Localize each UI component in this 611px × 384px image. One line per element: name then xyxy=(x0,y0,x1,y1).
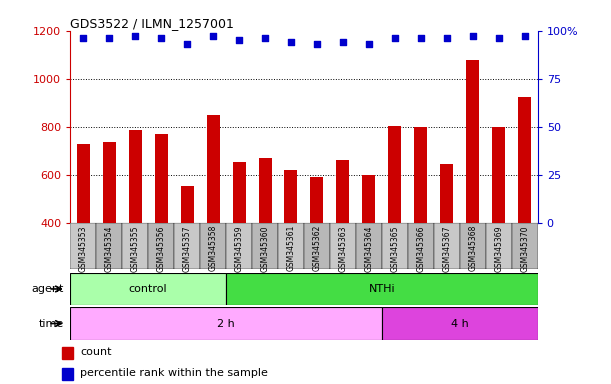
Bar xyxy=(258,158,271,223)
Bar xyxy=(362,175,375,223)
Bar xyxy=(512,223,538,269)
Bar xyxy=(77,144,90,223)
Text: GSM345357: GSM345357 xyxy=(183,225,192,271)
Text: GSM345359: GSM345359 xyxy=(235,225,244,271)
Point xyxy=(78,35,88,41)
Bar xyxy=(148,223,174,269)
Bar xyxy=(382,223,408,269)
Text: count: count xyxy=(80,347,112,358)
Text: control: control xyxy=(129,284,167,294)
Point xyxy=(416,35,426,41)
Text: GSM345353: GSM345353 xyxy=(79,225,88,271)
Bar xyxy=(278,223,304,269)
Bar xyxy=(330,223,356,269)
Bar xyxy=(310,177,323,223)
Text: GSM345369: GSM345369 xyxy=(494,225,503,271)
Bar xyxy=(337,161,349,223)
Text: agent: agent xyxy=(32,284,64,294)
Point xyxy=(130,33,140,40)
Text: GSM345360: GSM345360 xyxy=(260,225,269,271)
Text: GDS3522 / ILMN_1257001: GDS3522 / ILMN_1257001 xyxy=(70,17,234,30)
Point xyxy=(286,39,296,45)
Text: GSM345364: GSM345364 xyxy=(364,225,373,271)
Point xyxy=(260,35,270,41)
Bar xyxy=(181,185,194,223)
Text: GSM345355: GSM345355 xyxy=(131,225,140,271)
Bar xyxy=(122,223,148,269)
Text: 4 h: 4 h xyxy=(451,318,469,329)
Point xyxy=(442,35,452,41)
Point xyxy=(494,35,503,41)
Bar xyxy=(155,134,167,223)
Bar xyxy=(200,223,226,269)
Bar xyxy=(486,223,512,269)
Bar xyxy=(70,307,382,340)
Text: 2 h: 2 h xyxy=(217,318,235,329)
Bar xyxy=(466,60,479,223)
Bar xyxy=(414,127,427,223)
Text: GSM345365: GSM345365 xyxy=(390,225,400,271)
Text: GSM345356: GSM345356 xyxy=(156,225,166,271)
Bar xyxy=(226,223,252,269)
Text: GSM345358: GSM345358 xyxy=(208,225,218,271)
Bar xyxy=(103,142,115,223)
Text: GSM345354: GSM345354 xyxy=(104,225,114,271)
Text: GSM345366: GSM345366 xyxy=(416,225,425,271)
Point xyxy=(234,37,244,43)
Point xyxy=(468,33,478,40)
Point xyxy=(364,41,374,47)
Bar xyxy=(207,115,219,223)
Bar xyxy=(62,368,73,380)
Bar xyxy=(252,223,278,269)
Bar xyxy=(62,347,73,359)
Bar xyxy=(382,307,538,340)
Point xyxy=(520,33,530,40)
Text: GSM345368: GSM345368 xyxy=(468,225,477,271)
Text: GSM345361: GSM345361 xyxy=(287,225,296,271)
Bar xyxy=(408,223,434,269)
Bar xyxy=(226,273,538,305)
Point xyxy=(390,35,400,41)
Bar xyxy=(97,223,122,269)
Point xyxy=(338,39,348,45)
Text: GSM345362: GSM345362 xyxy=(312,225,321,271)
Bar xyxy=(389,126,401,223)
Bar xyxy=(174,223,200,269)
Text: time: time xyxy=(39,318,64,329)
Text: percentile rank within the sample: percentile rank within the sample xyxy=(80,368,268,379)
Point xyxy=(104,35,114,41)
Bar xyxy=(70,273,226,305)
Point xyxy=(312,41,322,47)
Bar xyxy=(518,97,531,223)
Bar xyxy=(129,130,142,223)
Bar xyxy=(304,223,330,269)
Text: GSM345370: GSM345370 xyxy=(520,225,529,271)
Bar xyxy=(285,170,298,223)
Bar xyxy=(492,127,505,223)
Bar xyxy=(459,223,486,269)
Bar xyxy=(441,164,453,223)
Bar xyxy=(70,223,97,269)
Bar xyxy=(233,162,246,223)
Point xyxy=(182,41,192,47)
Text: NTHi: NTHi xyxy=(368,284,395,294)
Text: GSM345363: GSM345363 xyxy=(338,225,348,271)
Bar xyxy=(356,223,382,269)
Point xyxy=(156,35,166,41)
Bar xyxy=(434,223,459,269)
Text: GSM345367: GSM345367 xyxy=(442,225,452,271)
Point xyxy=(208,33,218,40)
